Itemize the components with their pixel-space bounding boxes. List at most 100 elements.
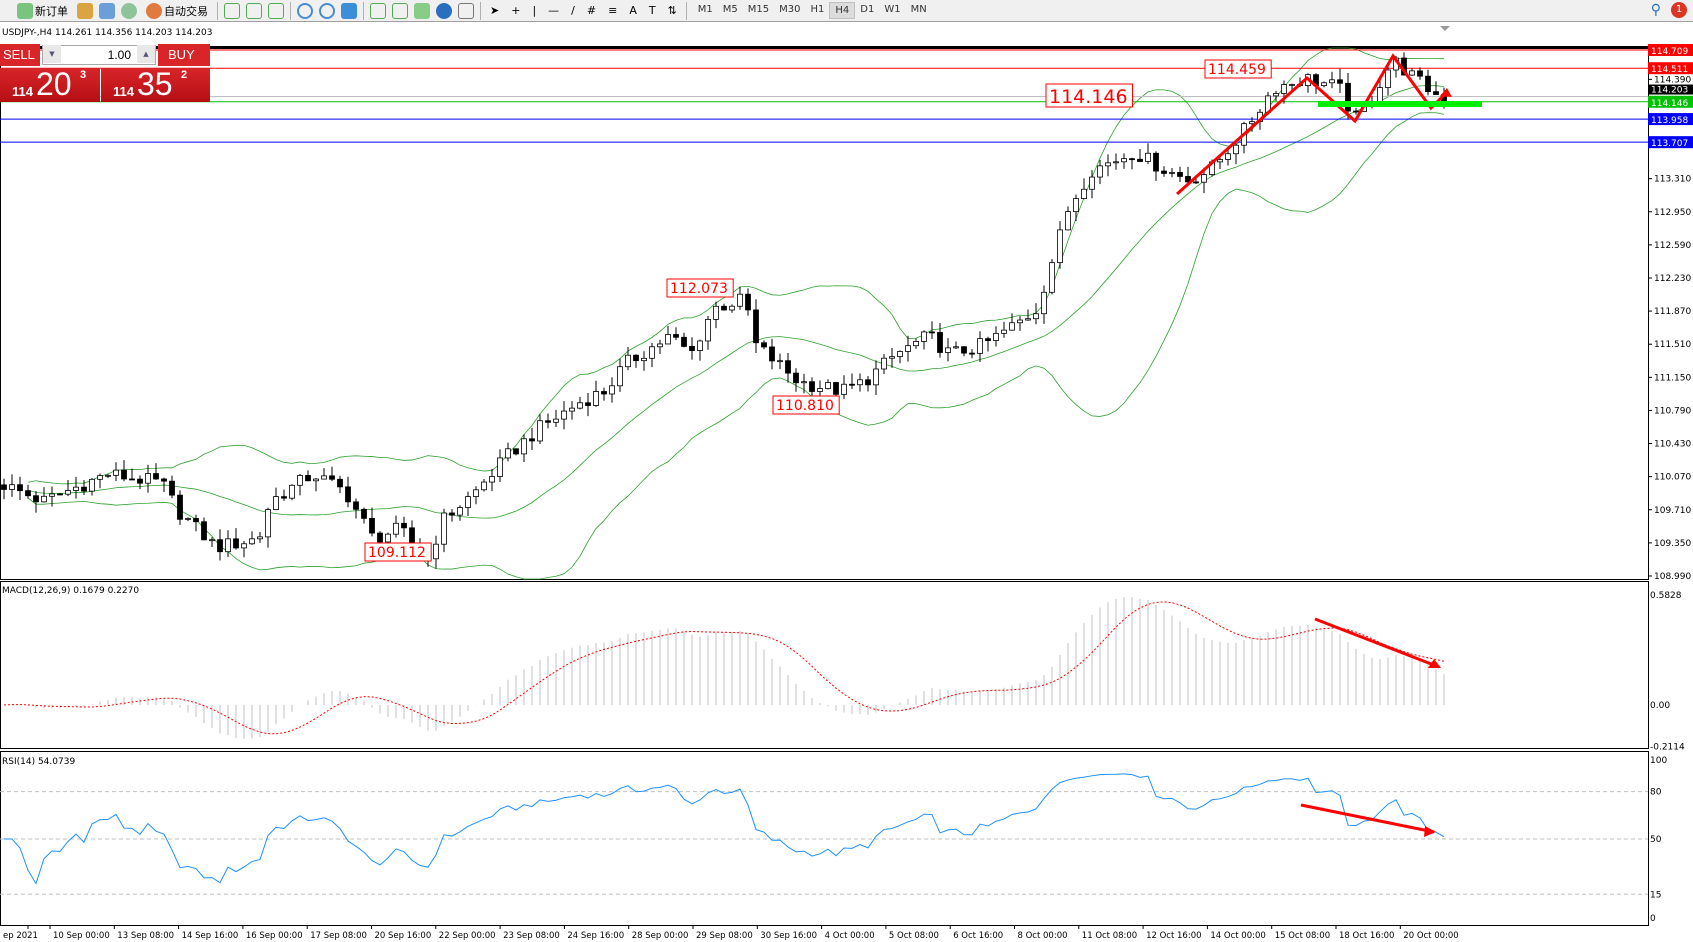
candle-body <box>1177 172 1183 177</box>
lot-increase-button[interactable]: ▲ <box>137 45 155 63</box>
timeframe-m1[interactable]: M1 <box>697 4 713 15</box>
auto-trading-button[interactable]: 自动交易 <box>143 1 211 21</box>
candle-body <box>1273 93 1279 97</box>
indicators-icon[interactable] <box>414 2 430 19</box>
sell-button[interactable]: SELL <box>0 44 40 66</box>
candle-body <box>1017 319 1023 324</box>
candle-body <box>1049 262 1055 293</box>
candle-body <box>825 382 831 389</box>
zoom-out-icon[interactable] <box>319 2 335 19</box>
timeframe-bar: M1 M5 M15 M30 H1 H4 D1 W1 MN <box>693 2 932 19</box>
candle-body <box>769 346 775 362</box>
time-axis-label: 22 Sep 00:00 <box>439 931 496 941</box>
rsi-label: RSI(14) 54.0739 <box>2 757 75 767</box>
zoom-in-icon[interactable] <box>297 2 313 19</box>
vertical-line-tool[interactable]: | <box>532 4 537 17</box>
candle-body <box>1345 82 1351 112</box>
candle-body <box>1033 313 1039 320</box>
search-icon[interactable]: ⚲ <box>1650 2 1661 18</box>
buy-price-button[interactable]: 114 35 2 <box>101 66 210 102</box>
time-axis-label: 29 Sep 08:00 <box>696 931 753 941</box>
crosshair-tool[interactable]: + <box>511 4 521 17</box>
periods-icon[interactable] <box>436 2 452 19</box>
candle-body <box>569 407 575 412</box>
label-tool[interactable]: T <box>648 4 656 17</box>
candle-body <box>393 522 399 535</box>
channel-tool[interactable]: # <box>586 4 597 17</box>
price-axis-label: 112.230 <box>1654 274 1691 284</box>
candle-body <box>337 478 343 488</box>
time-axis-label: 30 Sep 16:00 <box>760 931 817 941</box>
arrowhead-icon <box>1424 826 1436 837</box>
candle-body <box>233 538 239 549</box>
auto-trading-icon <box>146 2 162 19</box>
horizontal-line-tool[interactable]: — <box>548 4 560 17</box>
one-click-trading-panel: SELL 1.00 ▼ ▲ BUY 114 20 3 114 35 2 <box>0 44 210 102</box>
notification-badge[interactable]: 1 <box>1671 2 1687 18</box>
arrows-tool[interactable]: ⇅ <box>667 4 677 17</box>
rsi-axis-label: 100 <box>1650 756 1667 766</box>
navigator-icon[interactable] <box>99 2 115 19</box>
candle-body <box>73 486 79 491</box>
candle-body <box>641 357 647 362</box>
timeframe-m15[interactable]: M15 <box>747 4 770 15</box>
candle-body <box>1233 144 1239 155</box>
candle-body <box>49 493 55 497</box>
price-axis-label: 112.590 <box>1654 241 1691 251</box>
macd-label: MACD(12,26,9) 0.1679 0.2270 <box>2 586 139 596</box>
timeframe-h4[interactable]: H4 <box>829 2 856 19</box>
time-axis-label: 23 Sep 08:00 <box>503 931 560 941</box>
tile-windows-icon[interactable] <box>341 2 357 19</box>
time-axis-label: ep 2021 <box>3 931 38 941</box>
candlestick-icon[interactable] <box>246 2 262 19</box>
market-watch-icon[interactable] <box>77 2 93 19</box>
price-axis-label: 110.790 <box>1654 406 1691 416</box>
candle-body <box>1321 82 1327 86</box>
trendline-tool[interactable]: / <box>571 4 575 17</box>
lot-decrease-button[interactable]: ▼ <box>43 45 61 63</box>
macd-axis-label: 0.00 <box>1650 701 1670 711</box>
candle-body <box>81 486 87 492</box>
price-axis-label: 111.870 <box>1654 307 1691 317</box>
candle-body <box>921 331 927 342</box>
chart-shift-icon[interactable] <box>392 2 408 19</box>
signals-icon[interactable] <box>121 2 137 19</box>
sell-price-button[interactable]: 114 20 3 <box>0 66 100 102</box>
timeframe-d1[interactable]: D1 <box>860 4 875 15</box>
candle-body <box>601 391 607 395</box>
current-price-label: 114.203 <box>1651 86 1688 96</box>
arrowhead-icon <box>1440 88 1452 97</box>
lot-size-input[interactable]: 1.00 <box>42 45 156 65</box>
time-axis-label: 18 Oct 16:00 <box>1339 931 1394 941</box>
auto-scroll-icon[interactable] <box>370 2 386 19</box>
templates-icon[interactable] <box>458 2 474 19</box>
candle-body <box>529 438 535 442</box>
candle-body <box>817 388 823 392</box>
buy-button[interactable]: BUY <box>158 44 210 66</box>
candle-body <box>161 478 167 482</box>
candle-body <box>953 346 959 349</box>
candle-body <box>513 448 519 455</box>
price-level-tag <box>1648 136 1693 149</box>
candle-body <box>1137 158 1143 162</box>
candle-body <box>673 334 679 338</box>
timeframe-m30[interactable]: M30 <box>779 4 801 15</box>
text-tool[interactable]: A <box>629 4 637 17</box>
candle-body <box>57 493 63 496</box>
timeframe-w1[interactable]: W1 <box>884 4 901 15</box>
candle-body <box>689 346 695 351</box>
line-chart-icon[interactable] <box>268 2 284 19</box>
timeframe-h1[interactable]: H1 <box>810 4 825 15</box>
candle-body <box>1329 79 1335 84</box>
bar-chart-icon[interactable] <box>224 2 240 19</box>
rsi-divergence-arrow <box>1300 803 1435 834</box>
price-annotation-box <box>364 542 432 562</box>
price-axis-label: 110.430 <box>1654 440 1691 450</box>
timeframe-m5[interactable]: M5 <box>722 4 738 15</box>
new-order-button[interactable]: 新订单 <box>14 1 71 21</box>
cursor-tool[interactable]: ➤ <box>490 4 500 17</box>
candle-body <box>505 448 511 459</box>
timeframe-mn[interactable]: MN <box>910 4 927 15</box>
fibonacci-tool[interactable]: ≡ <box>608 4 618 17</box>
